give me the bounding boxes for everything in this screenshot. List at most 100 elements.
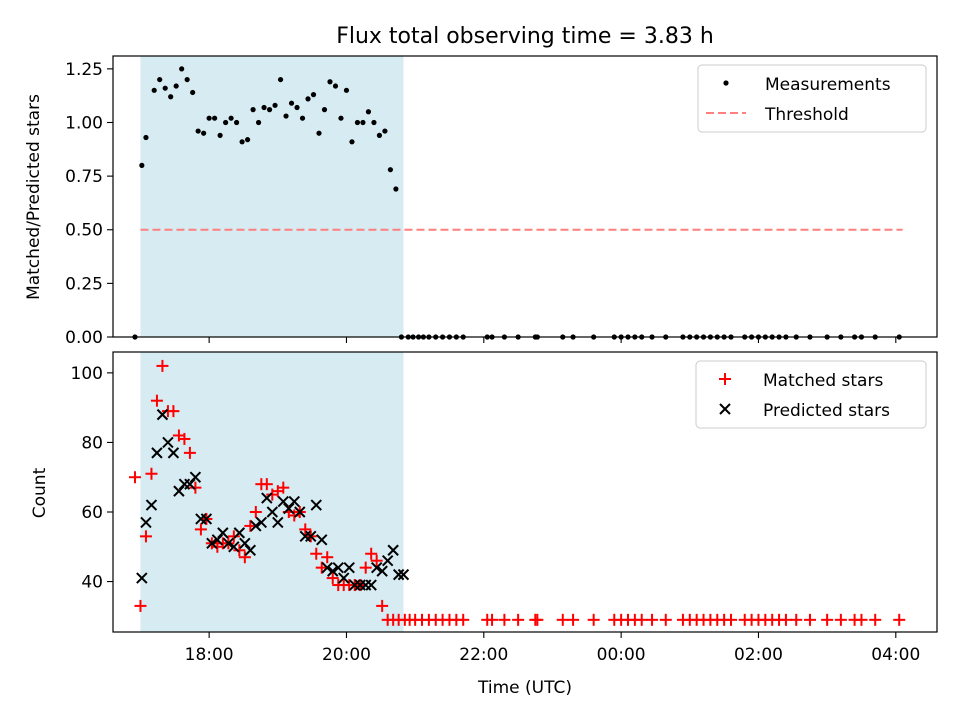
measurements-point — [393, 186, 399, 192]
predicted-stars-point — [136, 572, 148, 584]
measurements-point — [173, 83, 179, 89]
ratio-legend-box — [697, 64, 927, 133]
legend-threshold-label: Threshold — [764, 105, 849, 125]
matched-stars-point — [893, 613, 906, 626]
predicted-stars-point — [316, 534, 328, 546]
predicted-stars-point — [151, 447, 163, 459]
matched-stars-point — [376, 599, 389, 612]
matched-stars-point — [790, 613, 803, 626]
matched-stars-point — [139, 530, 152, 543]
predicted-stars-point — [305, 530, 317, 543]
measurements-point — [157, 76, 163, 83]
measurements-point — [162, 85, 168, 91]
predicted-stars-point — [272, 516, 284, 529]
predicted-stars-point — [392, 568, 405, 581]
measurements-point — [305, 96, 311, 102]
matched-stars-point — [486, 613, 499, 626]
matched-stars-point — [128, 471, 141, 484]
x-tick-label: 20:00 — [322, 645, 371, 665]
measurements-point — [168, 94, 174, 100]
measurements-point — [217, 132, 223, 138]
ratio-legend: Measurements Threshold — [697, 64, 927, 133]
matched-stars-point — [635, 613, 648, 626]
predicted-stars-point — [189, 471, 202, 483]
measurements-point — [143, 134, 149, 141]
matched-stars-point — [183, 446, 196, 459]
predicted-stars-point — [200, 513, 213, 525]
matched-stars-point — [567, 613, 580, 626]
matched-stars-point — [365, 547, 378, 560]
predicted-stars-point — [321, 561, 333, 574]
measurements-point — [255, 119, 262, 126]
measurements-point — [288, 100, 295, 106]
measurements-point — [387, 167, 394, 173]
predicted-stars-point — [140, 516, 152, 529]
legend-predicted-marker — [719, 403, 731, 415]
predicted-stars-point — [173, 485, 185, 497]
measurements-point — [206, 115, 212, 121]
matched-stars-point — [646, 613, 659, 626]
predicted-stars-point — [239, 537, 251, 550]
matched-stars-point — [370, 554, 383, 567]
count-plot-frame — [112, 351, 938, 633]
predicted-stars-point — [162, 436, 174, 449]
matched-stars-point — [321, 551, 334, 564]
count-panel: 40 60 80 100 18:00 20:00 22:00 00:00 02:00 04:00… — [30, 351, 938, 698]
ratio-plot-frame — [112, 55, 938, 338]
predicted-stars-point — [167, 447, 180, 459]
predicted-stars-point — [381, 554, 394, 567]
matched-stars-point — [821, 613, 834, 626]
measurements-point — [332, 83, 339, 89]
count-legend: Matched stars Predicted stars — [695, 360, 927, 429]
matched-stars-point — [310, 547, 323, 560]
predicted-stars-point — [277, 495, 290, 508]
measurements-point — [283, 113, 289, 119]
matched-stars-point — [233, 544, 246, 557]
measurements-point — [212, 115, 218, 121]
matched-stars-point — [299, 523, 312, 536]
predicted-stars-point — [310, 499, 322, 511]
legend-matched-label: Matched stars — [763, 371, 883, 391]
measurements-point — [310, 92, 317, 98]
measurements-point — [338, 115, 344, 121]
matched-stars-point — [531, 613, 544, 626]
measurements-point — [349, 139, 355, 145]
predicted-stars-point — [376, 565, 388, 577]
measurements-point — [376, 132, 383, 138]
measurements-point — [201, 130, 207, 136]
legend-matched-marker — [719, 373, 731, 385]
predicted-stars-point — [370, 561, 383, 574]
predicted-stars-point — [288, 495, 300, 508]
matched-stars-point — [134, 599, 147, 612]
predicted-stars-point — [244, 544, 257, 556]
predicted-stars-point — [327, 565, 339, 577]
matched-stars-point — [556, 613, 569, 626]
measurements-point — [195, 128, 201, 134]
chart-title: Flux total observing time = 3.83 h — [336, 24, 714, 49]
predicted-stars-point — [184, 478, 196, 490]
measurements-point — [244, 137, 251, 143]
predicted-stars-point — [294, 506, 306, 518]
predicted-stars-point — [156, 408, 169, 421]
matched-stars-point — [659, 613, 672, 626]
predicted-stars-point — [332, 561, 344, 574]
matched-stars-point — [150, 394, 163, 407]
observing-span-top — [140, 56, 404, 337]
y-tick-label: 80 — [81, 433, 103, 453]
matched-stars-point — [167, 405, 180, 418]
predicted-stars-point — [228, 541, 240, 553]
measurements-point — [272, 102, 278, 108]
legend-measurements-marker — [723, 80, 729, 86]
matched-stars-point — [156, 359, 169, 372]
count-x-ticks: 18:00 20:00 22:00 00:00 02:00 04:00 — [185, 632, 920, 665]
predicted-stars-point — [261, 492, 273, 504]
measurements-point — [239, 139, 245, 145]
y-tick-label: 0.75 — [65, 167, 103, 187]
matched-stars-point — [869, 613, 882, 626]
matched-stars-point — [725, 613, 737, 626]
measurements-point — [360, 119, 366, 126]
matched-stars-point — [238, 551, 251, 564]
predicted-stars-point — [397, 568, 410, 581]
measurements-point — [139, 162, 145, 168]
